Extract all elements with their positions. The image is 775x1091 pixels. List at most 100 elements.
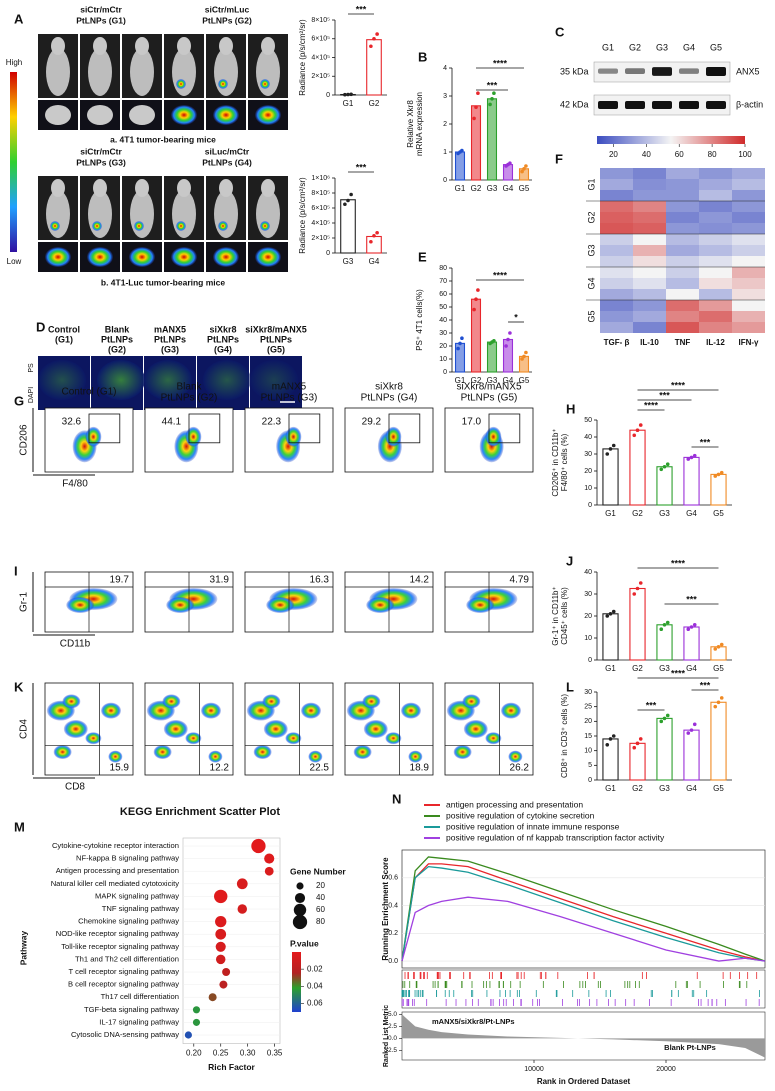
chart-title: KEGG Enrichment Scatter Plot <box>120 806 280 818</box>
x-tick-label: G2 <box>632 784 643 793</box>
data-point <box>611 734 616 738</box>
group-label: (G3) <box>161 344 179 354</box>
panel-letter: C <box>555 24 565 39</box>
y-tick-label: 30 <box>584 451 592 458</box>
heatmap-cell <box>666 179 699 190</box>
panel-letter: E <box>418 249 427 264</box>
x-tick-label: 20000 <box>656 1066 676 1073</box>
x-tick-label: 0.20 <box>186 1049 202 1058</box>
data-point <box>372 36 376 41</box>
y-tick-label: 0 <box>588 657 592 664</box>
data-point <box>506 337 510 342</box>
group-label: PtLNPs (G4) <box>202 157 252 167</box>
x-tick-label: G5 <box>519 184 530 193</box>
group-label: mANX5 <box>272 382 307 393</box>
y-axis-label: mRNA expression <box>415 92 424 156</box>
heatmap-cell <box>699 289 732 300</box>
heatmap-cell <box>600 267 633 278</box>
group-label: (G1) <box>55 334 73 344</box>
cell-density <box>66 597 95 613</box>
group-label: siCtr/mLuc <box>205 4 250 14</box>
heatmap-cell <box>633 245 666 256</box>
heatmap-cell <box>600 311 633 322</box>
mouse-head <box>219 179 233 197</box>
data-point <box>458 341 462 346</box>
x-tick-label: G2 <box>632 664 643 673</box>
mw-label: 35 kDa <box>560 66 589 76</box>
heatmap-cell <box>666 256 699 267</box>
data-point <box>632 433 637 438</box>
legend-size <box>296 882 304 890</box>
y-tick-label: 10 <box>439 356 447 363</box>
cell-density <box>253 745 272 759</box>
data-point <box>520 169 524 174</box>
x-tick-label: G3 <box>343 257 354 266</box>
x-tick-label: 0.35 <box>267 1049 283 1058</box>
enrichment-point <box>184 1031 192 1039</box>
data-point <box>369 44 373 49</box>
bar <box>366 235 382 254</box>
data-point <box>369 239 373 244</box>
group-label: siXkr8 <box>209 324 236 334</box>
quadrant-percentage: 31.9 <box>210 575 230 586</box>
pathway-label: Antigen processing and presentation <box>56 866 179 875</box>
bar <box>502 338 514 373</box>
data-point <box>460 336 464 341</box>
mouse-body <box>256 48 280 96</box>
es-curve <box>401 856 766 962</box>
data-point <box>632 745 637 750</box>
significance: *** <box>356 162 367 172</box>
colorbar <box>597 136 745 144</box>
enrichment-point <box>251 838 266 854</box>
data-point <box>605 614 610 618</box>
cell-density <box>463 720 488 738</box>
cell-density <box>353 745 372 759</box>
group-label: siXkr8/mANX5 <box>456 382 521 393</box>
x-tick-label: G3 <box>659 509 670 518</box>
data-point <box>716 700 721 705</box>
bar <box>710 701 727 781</box>
bar <box>486 98 498 181</box>
heatmap-cell <box>699 245 732 256</box>
heatmap-cell <box>600 212 633 223</box>
gate <box>188 413 221 444</box>
heatmap-cell <box>666 190 699 201</box>
luminescence <box>134 221 144 231</box>
group-label: Control <box>48 324 80 334</box>
cell-density <box>385 426 402 447</box>
significance: * <box>514 312 518 322</box>
fluorescence <box>203 360 251 400</box>
y-tick-label: 8×10⁵ <box>311 17 330 24</box>
y-axis-label: CD45⁺ cells (%) <box>560 587 569 645</box>
data-point <box>349 192 353 197</box>
significance: **** <box>493 270 508 280</box>
heatmap-cell <box>699 322 732 333</box>
panel-letter: B <box>418 49 427 64</box>
x-tick-label: G3 <box>659 664 670 673</box>
y-axis-label: Gr-1⁺ in CD11b⁺ <box>551 586 560 645</box>
heatmap-cell <box>600 322 633 333</box>
heatmap-cell <box>666 311 699 322</box>
mw-label: 42 kDa <box>560 99 589 109</box>
heatmap-cell <box>633 179 666 190</box>
legend-label: positive regulation of innate immune res… <box>446 821 620 831</box>
y-axis-label: Radiance (p/s/cm²/sr) <box>298 177 307 254</box>
bar <box>629 429 646 506</box>
legend-size <box>293 903 307 917</box>
data-point <box>716 472 721 477</box>
x-tick-label: G5 <box>519 376 530 385</box>
x-tick-label: G1 <box>455 376 466 385</box>
axis-label: CD8 <box>65 782 85 793</box>
heatmap-cell <box>699 300 732 311</box>
mouse-body <box>88 48 112 96</box>
x-axis-label: Rich Factor <box>208 1062 255 1072</box>
x-tick-label: G1 <box>455 184 466 193</box>
colorbar-label: 60 <box>675 150 684 159</box>
data-point <box>375 230 379 235</box>
cell-density <box>163 720 188 738</box>
colorbar-label: 0.06 <box>307 999 323 1008</box>
panel-letter: N <box>392 791 401 806</box>
cell-density <box>162 694 181 709</box>
y-axis-label: CD8⁺ in CD3⁺ cells (%) <box>560 694 569 778</box>
heatmap-cell <box>633 190 666 201</box>
